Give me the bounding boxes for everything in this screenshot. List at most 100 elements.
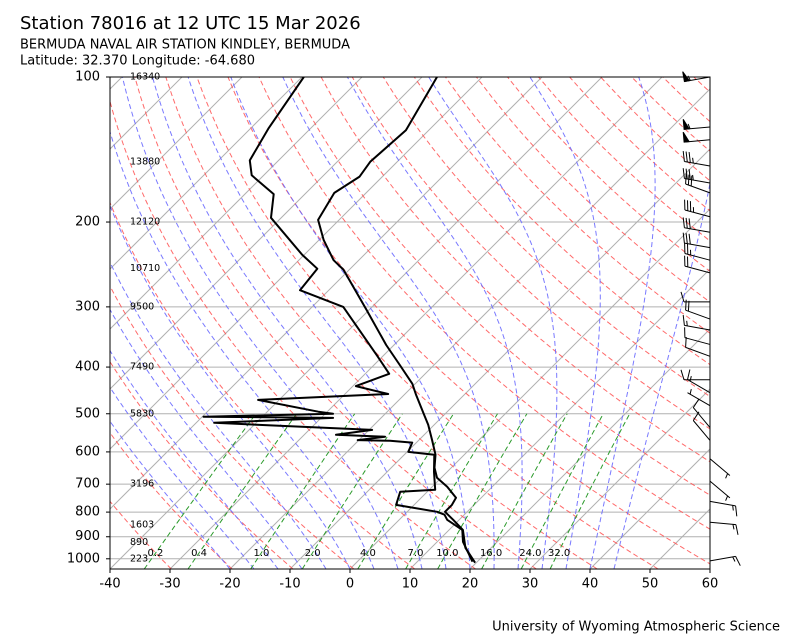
plot-area — [0, 77, 800, 569]
isotherm — [0, 77, 62, 569]
mixing-ratio-line — [550, 414, 630, 569]
dry-adiabat — [228, 77, 719, 569]
wind-barb — [683, 168, 710, 183]
barb-staff — [710, 556, 740, 565]
y-tick-label: 400 — [75, 360, 100, 375]
isotherm — [230, 77, 722, 569]
x-tick-label: 50 — [642, 577, 659, 592]
isotherm — [0, 77, 122, 569]
dry-adiabat — [352, 77, 800, 569]
plot-frame — [110, 77, 710, 569]
height-label: 7490 — [130, 362, 154, 373]
isotherm — [290, 77, 782, 569]
wind-barb — [710, 481, 730, 501]
x-tick-label: 60 — [702, 577, 719, 592]
moist-adiabat — [74, 77, 350, 569]
mixing-ratio-label: 10.0 — [436, 548, 458, 559]
height-label: 9500 — [130, 301, 154, 312]
location: Latitude: 32.370 Longitude: -64.680 — [20, 54, 255, 69]
moist-adiabat — [96, 77, 374, 569]
dry-adiabat — [259, 77, 780, 569]
mixing-ratio-label: 4.0 — [360, 548, 376, 559]
isotherm — [110, 77, 602, 569]
barb-staff — [685, 256, 710, 273]
height-label: 1603 — [130, 519, 154, 530]
mixing-ratio-line — [482, 414, 568, 569]
isotherm — [710, 77, 800, 569]
mixing-ratio-label: 24.0 — [519, 548, 541, 559]
wind-barb — [710, 501, 737, 516]
mixing-ratio-line — [302, 414, 402, 569]
barb-staff — [686, 174, 710, 193]
mixing-ratio-label: 7.0 — [408, 548, 424, 559]
footer: University of Wyoming Atmospheric Scienc… — [492, 620, 780, 635]
barb-staff — [681, 370, 710, 380]
barb-staff — [686, 337, 710, 356]
wind-barb — [688, 389, 711, 406]
barb-staff — [710, 522, 738, 534]
height-label: 12120 — [130, 217, 160, 228]
x-tick-label: -30 — [159, 577, 180, 592]
wind-barb — [710, 556, 740, 565]
isotherm — [0, 77, 302, 569]
isotherm — [590, 77, 800, 569]
wind-barb — [683, 217, 710, 232]
isotherm — [650, 77, 800, 569]
chart-subtitle: BERMUDA NAVAL AIR STATION KINDLEY, BERMU… — [20, 38, 350, 53]
wind-barb — [681, 370, 710, 380]
chart-title: Station 78016 at 12 UTC 15 Mar 2026 — [20, 13, 361, 34]
dry-adiabat — [321, 77, 800, 569]
wind-barb — [686, 300, 710, 319]
barb-staff — [683, 168, 710, 183]
wind-barb — [686, 337, 710, 356]
barb-staff — [686, 300, 710, 319]
y-tick-label: 700 — [75, 477, 100, 492]
height-label: 223 — [130, 553, 148, 564]
dry-adiabat — [197, 77, 658, 569]
height-label: 5830 — [130, 408, 154, 419]
barb-staff — [688, 389, 711, 406]
x-tick-label: -40 — [99, 577, 120, 592]
moist-adiabat — [188, 77, 446, 569]
dry-adiabat — [476, 77, 800, 569]
barb-staff — [710, 481, 730, 501]
dry-adiabat — [539, 77, 800, 569]
isotherm — [0, 77, 242, 569]
mixing-ratio-line — [251, 414, 355, 569]
mixing-ratio-label: 0.4 — [191, 548, 207, 559]
mixing-ratio-line — [144, 414, 256, 569]
x-tick-label: -20 — [219, 577, 240, 592]
wind-barb — [685, 256, 710, 273]
moist-adiabat — [283, 77, 494, 569]
height-label: 10710 — [130, 263, 160, 274]
dry-adiabat — [414, 77, 800, 569]
height-label: 3196 — [130, 479, 154, 490]
x-tick-label: 10 — [402, 577, 419, 592]
dry-adiabat — [601, 77, 800, 569]
isotherm — [530, 77, 800, 569]
wind-barb — [710, 459, 730, 479]
isotherm — [350, 77, 800, 569]
barb-staff — [710, 501, 737, 516]
dry-adiabat — [0, 77, 111, 569]
wind-barb — [710, 522, 738, 534]
moist-adiabat — [0, 77, 230, 569]
isotherm — [50, 77, 542, 569]
y-tick-label: 1000 — [67, 551, 100, 566]
x-tick-label: -10 — [279, 577, 300, 592]
y-tick-label: 100 — [75, 70, 100, 85]
mixing-ratio-label: 1.0 — [253, 548, 269, 559]
x-tick-label: 40 — [582, 577, 599, 592]
dry-adiabat — [0, 77, 171, 569]
y-tick-label: 900 — [75, 529, 100, 544]
y-tick-label: 500 — [75, 406, 100, 421]
height-label: 16340 — [130, 72, 160, 83]
y-tick-label: 600 — [75, 444, 100, 459]
isotherm — [0, 77, 362, 569]
barb-pennant — [683, 132, 689, 142]
height-label: 890 — [130, 537, 148, 548]
x-tick-label: 0 — [346, 577, 354, 592]
dry-adiabat — [11, 77, 293, 569]
wind-barb — [683, 132, 710, 142]
